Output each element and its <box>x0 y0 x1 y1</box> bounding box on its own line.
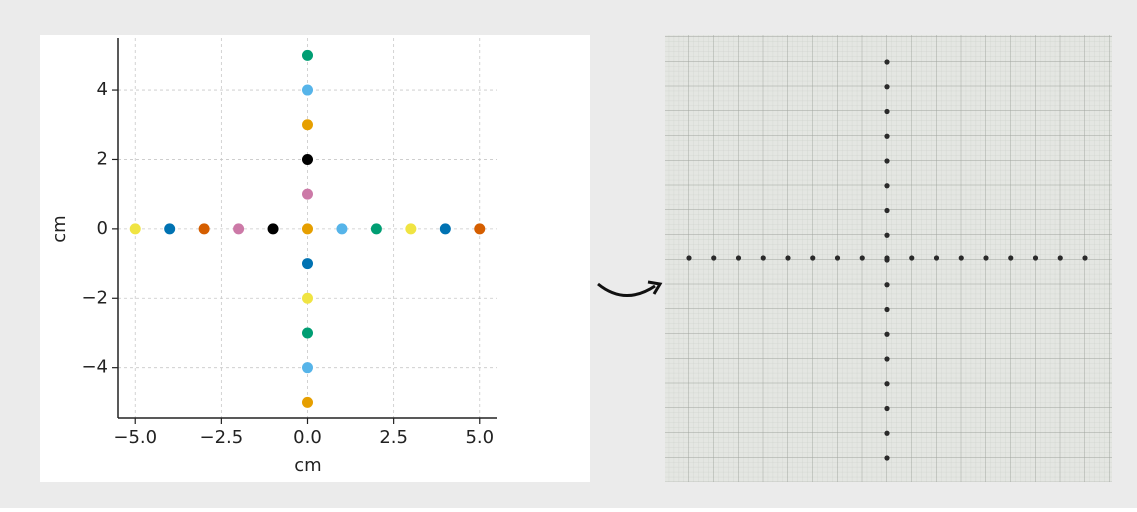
point <box>302 84 313 96</box>
photo-dot <box>884 356 890 362</box>
point <box>129 223 141 235</box>
point <box>439 223 451 235</box>
y-tick-label: 2 <box>97 148 108 169</box>
point <box>267 223 279 235</box>
plot: −5.0 −2.5 0.0 2.5 5.0 −4 −2 0 2 4 <box>81 38 497 448</box>
y-axis-label: cm <box>49 215 70 242</box>
photo-dot <box>884 405 890 412</box>
photo-dot <box>933 255 940 261</box>
photo-dot <box>785 255 791 261</box>
photo-dot <box>958 255 964 261</box>
photo-dot <box>735 255 742 261</box>
photo-dot <box>884 108 890 115</box>
point <box>302 188 313 200</box>
photo-dot <box>1057 255 1063 261</box>
point <box>302 49 313 61</box>
photo-dot <box>859 255 865 261</box>
photo-dot <box>884 257 890 263</box>
point <box>302 153 313 165</box>
photo-dot <box>884 59 890 65</box>
x-tick-label: −5.0 <box>113 427 157 448</box>
point <box>302 362 313 374</box>
point <box>233 223 245 235</box>
point <box>474 223 486 235</box>
photo-dot <box>884 381 890 387</box>
photo-dot <box>686 255 692 261</box>
photo-dot <box>884 207 890 214</box>
x-tick-label: 0.0 <box>293 427 322 448</box>
photo-dot <box>884 430 890 436</box>
point <box>302 258 313 270</box>
point <box>336 223 348 235</box>
photo-dot <box>884 183 890 189</box>
point <box>405 223 417 235</box>
x-tick-label: 5.0 <box>465 427 494 448</box>
arrow <box>597 282 656 297</box>
photo-dot <box>810 255 816 261</box>
plot-panel <box>40 35 590 482</box>
photo-dot <box>760 255 766 261</box>
photo-dot <box>884 232 890 238</box>
y-tick-label: −2 <box>81 287 108 308</box>
photo-dot <box>884 331 890 337</box>
photo-dot <box>884 133 890 139</box>
photo-dot <box>983 255 989 261</box>
photo-dot <box>1032 255 1039 261</box>
photo-dot <box>909 255 915 261</box>
photo-dot <box>884 158 890 164</box>
photo-dot <box>834 255 841 261</box>
y-tick-label: −4 <box>81 357 108 378</box>
photo-dot <box>884 84 890 90</box>
x-tick-label: −2.5 <box>200 427 244 448</box>
point <box>302 223 313 235</box>
point <box>302 292 313 304</box>
photo-dots <box>686 59 1088 461</box>
photo-dot <box>1082 255 1088 261</box>
x-tick-label: 2.5 <box>379 427 408 448</box>
point <box>370 223 382 235</box>
point <box>302 327 313 339</box>
photo-dot <box>884 282 890 288</box>
point <box>198 223 210 235</box>
point <box>302 396 313 408</box>
x-axis-label: cm <box>294 455 321 476</box>
photo-dot <box>884 455 890 461</box>
y-tick-label: 0 <box>97 218 108 239</box>
arrow-head <box>647 280 663 295</box>
photo-dot <box>884 306 890 313</box>
point <box>302 119 313 131</box>
y-tick-label: 4 <box>97 79 108 100</box>
photo-dot <box>711 255 717 261</box>
photo-dot <box>1008 255 1014 261</box>
point <box>164 223 176 235</box>
